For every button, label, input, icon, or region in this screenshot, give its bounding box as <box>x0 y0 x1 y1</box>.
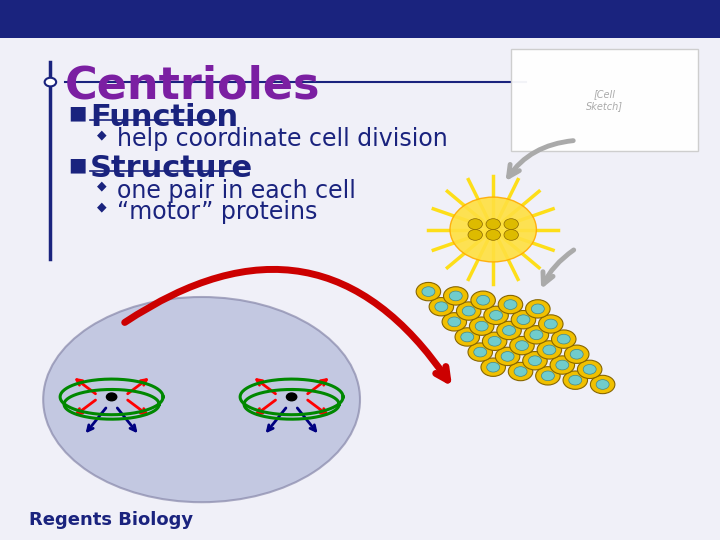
Text: Regents Biology: Regents Biology <box>29 511 193 529</box>
Circle shape <box>444 287 468 305</box>
FancyBboxPatch shape <box>0 0 720 38</box>
Circle shape <box>569 375 582 385</box>
Circle shape <box>557 334 570 344</box>
FancyArrowPatch shape <box>125 269 448 380</box>
Circle shape <box>449 291 462 301</box>
Circle shape <box>422 287 435 296</box>
Text: ■: ■ <box>68 155 87 174</box>
Circle shape <box>508 362 533 381</box>
Circle shape <box>455 328 480 346</box>
Circle shape <box>495 347 520 366</box>
Text: “motor” proteins: “motor” proteins <box>117 200 317 224</box>
Circle shape <box>517 315 530 325</box>
Circle shape <box>590 375 615 394</box>
Circle shape <box>450 197 536 262</box>
Text: Centrioles: Centrioles <box>65 65 320 108</box>
Text: Structure: Structure <box>90 154 253 183</box>
Circle shape <box>468 230 482 240</box>
Circle shape <box>510 336 534 355</box>
Circle shape <box>504 300 517 309</box>
Circle shape <box>482 332 507 350</box>
Circle shape <box>564 345 589 363</box>
Circle shape <box>468 219 482 230</box>
Circle shape <box>577 360 602 379</box>
Text: help coordinate cell division: help coordinate cell division <box>117 127 447 151</box>
Circle shape <box>469 317 494 335</box>
Circle shape <box>477 295 490 305</box>
Circle shape <box>462 306 475 316</box>
Circle shape <box>596 380 609 389</box>
Circle shape <box>528 356 541 366</box>
Text: ■: ■ <box>68 104 87 123</box>
Circle shape <box>486 230 500 240</box>
FancyArrowPatch shape <box>508 140 573 177</box>
Circle shape <box>435 302 448 312</box>
Circle shape <box>563 371 588 389</box>
Text: ◆: ◆ <box>97 201 107 214</box>
Circle shape <box>474 347 487 357</box>
Circle shape <box>556 360 569 370</box>
Circle shape <box>490 310 503 320</box>
Circle shape <box>536 367 560 385</box>
Circle shape <box>497 321 521 340</box>
Circle shape <box>514 367 527 376</box>
Circle shape <box>583 364 596 374</box>
Circle shape <box>504 230 518 240</box>
Circle shape <box>486 219 500 230</box>
Circle shape <box>552 330 576 348</box>
Circle shape <box>461 332 474 342</box>
Circle shape <box>471 291 495 309</box>
Circle shape <box>550 356 575 374</box>
Circle shape <box>488 336 501 346</box>
Circle shape <box>107 393 117 401</box>
Circle shape <box>523 352 547 370</box>
Circle shape <box>570 349 583 359</box>
Circle shape <box>511 310 536 329</box>
Circle shape <box>539 315 563 333</box>
Circle shape <box>516 341 528 350</box>
Circle shape <box>541 371 554 381</box>
Circle shape <box>481 358 505 376</box>
Circle shape <box>45 78 56 86</box>
Circle shape <box>416 282 441 301</box>
Circle shape <box>543 345 556 355</box>
Circle shape <box>442 313 467 331</box>
Circle shape <box>487 362 500 372</box>
Circle shape <box>526 300 550 318</box>
Ellipse shape <box>43 297 360 502</box>
FancyArrowPatch shape <box>543 250 574 284</box>
Text: ◆: ◆ <box>97 180 107 193</box>
Circle shape <box>531 304 544 314</box>
Circle shape <box>456 302 481 320</box>
Circle shape <box>468 343 492 361</box>
Circle shape <box>530 330 543 340</box>
Text: ◆: ◆ <box>97 128 107 141</box>
Text: Function: Function <box>90 103 238 132</box>
Text: one pair in each cell: one pair in each cell <box>117 179 356 203</box>
Circle shape <box>475 321 488 331</box>
Circle shape <box>503 326 516 335</box>
Circle shape <box>544 319 557 329</box>
Circle shape <box>498 295 523 314</box>
Circle shape <box>537 341 562 359</box>
Text: [Cell
Sketch]: [Cell Sketch] <box>586 89 624 111</box>
FancyBboxPatch shape <box>511 49 698 151</box>
Circle shape <box>484 306 508 325</box>
Circle shape <box>287 393 297 401</box>
Circle shape <box>504 219 518 230</box>
Circle shape <box>524 326 549 344</box>
Circle shape <box>429 298 454 316</box>
Circle shape <box>501 352 514 361</box>
Circle shape <box>448 317 461 327</box>
